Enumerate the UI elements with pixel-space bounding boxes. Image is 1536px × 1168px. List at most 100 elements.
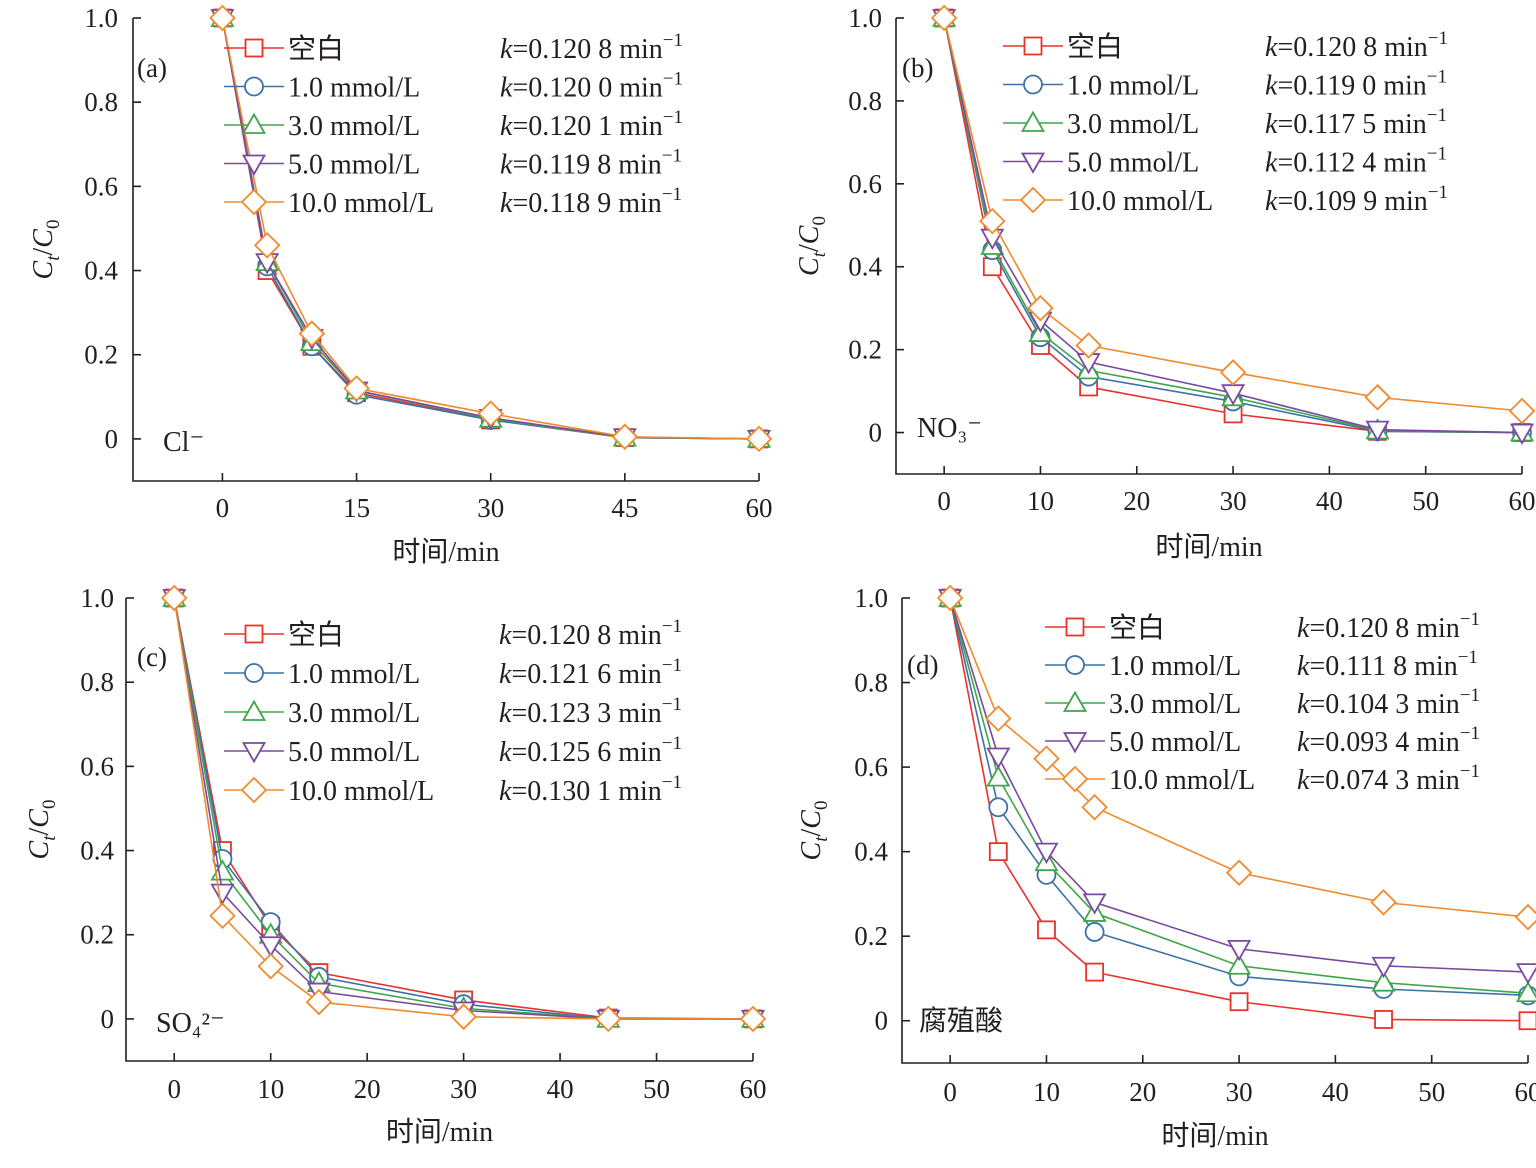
data-point-triangle-down-icon: [1371, 956, 1396, 979]
y-tick-label: 0.2: [848, 335, 882, 365]
data-point-triangle-down-icon: [1034, 842, 1059, 864]
legend-rate-constant: k=0.123 3 min−1: [499, 694, 682, 729]
data-point-triangle-up-icon: [986, 765, 1011, 787]
data-point-diamond-icon: [209, 4, 236, 32]
x-tick-label: 40: [1316, 486, 1343, 516]
x-tick-label: 0: [937, 486, 951, 516]
k-exponent: −1: [1428, 28, 1448, 49]
data-point-triangle-down-icon: [1227, 939, 1252, 962]
y-tick-label: 1.0: [848, 3, 882, 33]
data-point-triangle-up-icon: [1371, 970, 1396, 992]
x-tick-label: 50: [1418, 1077, 1445, 1107]
legend-label: 3.0 mmol/L: [1067, 109, 1199, 140]
y-tick-label: 0.6: [80, 751, 114, 781]
y-tick-label: 0.4: [80, 836, 114, 866]
data-point-diamond-icon: [209, 902, 236, 930]
data-point-diamond-icon: [979, 207, 1006, 235]
y-tick-label: 0.8: [84, 87, 118, 117]
y-title-c2: C: [794, 225, 825, 244]
data-point-diamond-icon: [1370, 889, 1397, 916]
k-exponent: −1: [1460, 761, 1480, 782]
y-title-sub-t: t: [43, 255, 64, 261]
x-axis-title: 时间/min: [386, 1116, 493, 1148]
y-tick-label: 0: [875, 1006, 889, 1036]
legend-label: 空白: [1067, 31, 1123, 63]
y-tick-label: 0.4: [848, 252, 882, 282]
k-exponent: −1: [1460, 723, 1480, 744]
legend-rate-constant: k=0.109 9 min−1: [1265, 182, 1448, 217]
legend: 空白 k=0.120 8 min−11.0 mmol/L k=0.111 8 min…: [1045, 609, 1480, 796]
series-3: [162, 585, 766, 1028]
legend-rate-constant: k=0.120 1 min−1: [500, 107, 683, 142]
data-point-diamond-icon: [1219, 359, 1247, 386]
data-point-triangle-down-icon: [1082, 893, 1107, 915]
k-value: =0.112 4 min: [1277, 148, 1426, 179]
y-tick-label: 1.0: [80, 583, 114, 613]
y-tick-label: 0.2: [80, 920, 114, 950]
y-tick-label: 0.8: [848, 86, 882, 116]
x-tick-label: 50: [643, 1074, 670, 1104]
data-point-diamond-icon: [745, 425, 773, 453]
data-point-diamond-icon: [1364, 384, 1391, 411]
legend-rate-constant: k=0.125 6 min−1: [499, 733, 682, 768]
legend-diamond-icon: [1061, 765, 1089, 793]
y-title-c2: C: [24, 809, 55, 828]
y-tick-label: 0.6: [84, 171, 118, 201]
data-point-diamond-icon: [1514, 903, 1536, 931]
k-value: =0.120 0 min: [512, 73, 662, 104]
y-tick-label: 0.6: [854, 752, 888, 782]
k-symbol: k: [500, 150, 513, 181]
legend-label: 10.0 mmol/L: [1067, 186, 1213, 217]
x-tick-label: 60: [740, 1074, 767, 1104]
y-tick-label: 0.4: [854, 837, 888, 867]
k-symbol: k: [1265, 109, 1278, 140]
k-symbol: k: [500, 188, 513, 219]
y-tick-label: 0: [869, 418, 883, 448]
y-title-sub-0: 0: [43, 220, 64, 230]
chart-panel-1: 0 15 30 45 6000.20.40.60.81.0时间/minCt/C0(a)C…: [28, 3, 773, 568]
x-tick-label: 20: [1123, 486, 1150, 516]
legend-rate-constant: k=0.130 1 min−1: [499, 772, 682, 807]
y-title-slash: /: [24, 828, 55, 836]
data-point-diamond-icon: [298, 320, 326, 347]
series-5: [160, 584, 767, 1033]
y-title-sub-0: 0: [811, 801, 832, 811]
x-tick-label: 30: [1226, 1077, 1253, 1107]
y-title-c: C: [796, 841, 827, 860]
legend-label: 1.0 mmol/L: [1067, 71, 1199, 102]
legend: 空白 k=0.120 8 min−11.0 mmol/L k=0.121 6 min…: [224, 616, 682, 807]
data-point-diamond-icon: [739, 1005, 767, 1033]
x-tick-label: 10: [1027, 486, 1054, 516]
k-value: =0.123 3 min: [511, 698, 661, 729]
data-point-diamond-icon: [1033, 745, 1060, 772]
k-exponent: −1: [1427, 105, 1447, 126]
k-exponent: −1: [1458, 647, 1478, 668]
legend-circle-icon: [1023, 74, 1043, 95]
k-value: =0.120 8 min: [1309, 613, 1459, 644]
k-value: =0.117 5 min: [1277, 109, 1426, 140]
data-point-square-icon: [988, 842, 1008, 862]
data-point-diamond-icon: [1225, 859, 1253, 887]
k-exponent: −1: [1428, 182, 1448, 203]
legend-rate-constant: k=0.120 8 min−1: [1297, 609, 1480, 644]
k-exponent: −1: [1460, 609, 1480, 630]
data-point-diamond-icon: [253, 232, 281, 259]
legend-label: 1.0 mmol/L: [288, 659, 420, 690]
k-symbol: k: [500, 111, 513, 142]
y-title-sub-t: t: [39, 835, 60, 841]
legend-label: 3.0 mmol/L: [288, 111, 420, 142]
x-tick-label: 0: [943, 1077, 957, 1107]
x-tick-label: 15: [343, 493, 370, 523]
series-5: [936, 584, 1536, 931]
y-title-c: C: [24, 840, 55, 859]
k-symbol: k: [1297, 765, 1310, 796]
y-axis-title: Ct/C0: [794, 216, 830, 276]
k-symbol: k: [1265, 71, 1278, 102]
y-tick-label: 1.0: [84, 3, 118, 33]
k-value: =0.109 9 min: [1277, 186, 1427, 217]
legend-square-icon: [1065, 617, 1085, 637]
legend-label: 1.0 mmol/L: [288, 73, 420, 104]
data-point-triangle-down-icon: [1365, 420, 1390, 442]
k-symbol: k: [1297, 651, 1310, 682]
x-tick-label: 0: [216, 493, 230, 523]
